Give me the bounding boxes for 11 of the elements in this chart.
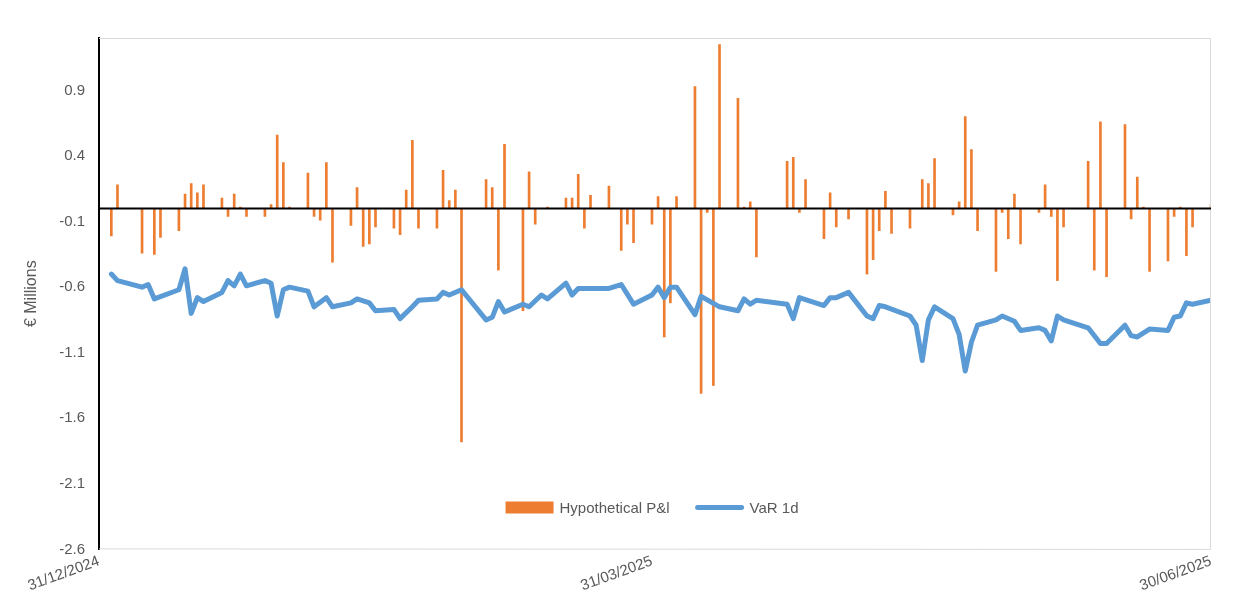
legend-label: Hypothetical P&l bbox=[559, 498, 670, 516]
y-tick-label: -0.1 bbox=[59, 211, 86, 229]
y-axis-title: € Millions bbox=[22, 260, 40, 328]
y-tick-label: -0.6 bbox=[59, 277, 86, 295]
y-tick-label: -1.6 bbox=[59, 408, 86, 426]
y-tick-label: -1.1 bbox=[59, 342, 86, 360]
legend-label: VaR 1d bbox=[749, 498, 799, 516]
y-tick-label: 0.4 bbox=[64, 146, 86, 164]
y-tick-label: -2.6 bbox=[59, 539, 86, 557]
y-tick-label: -2.1 bbox=[59, 473, 86, 491]
y-tick-label: 0.9 bbox=[64, 80, 86, 98]
